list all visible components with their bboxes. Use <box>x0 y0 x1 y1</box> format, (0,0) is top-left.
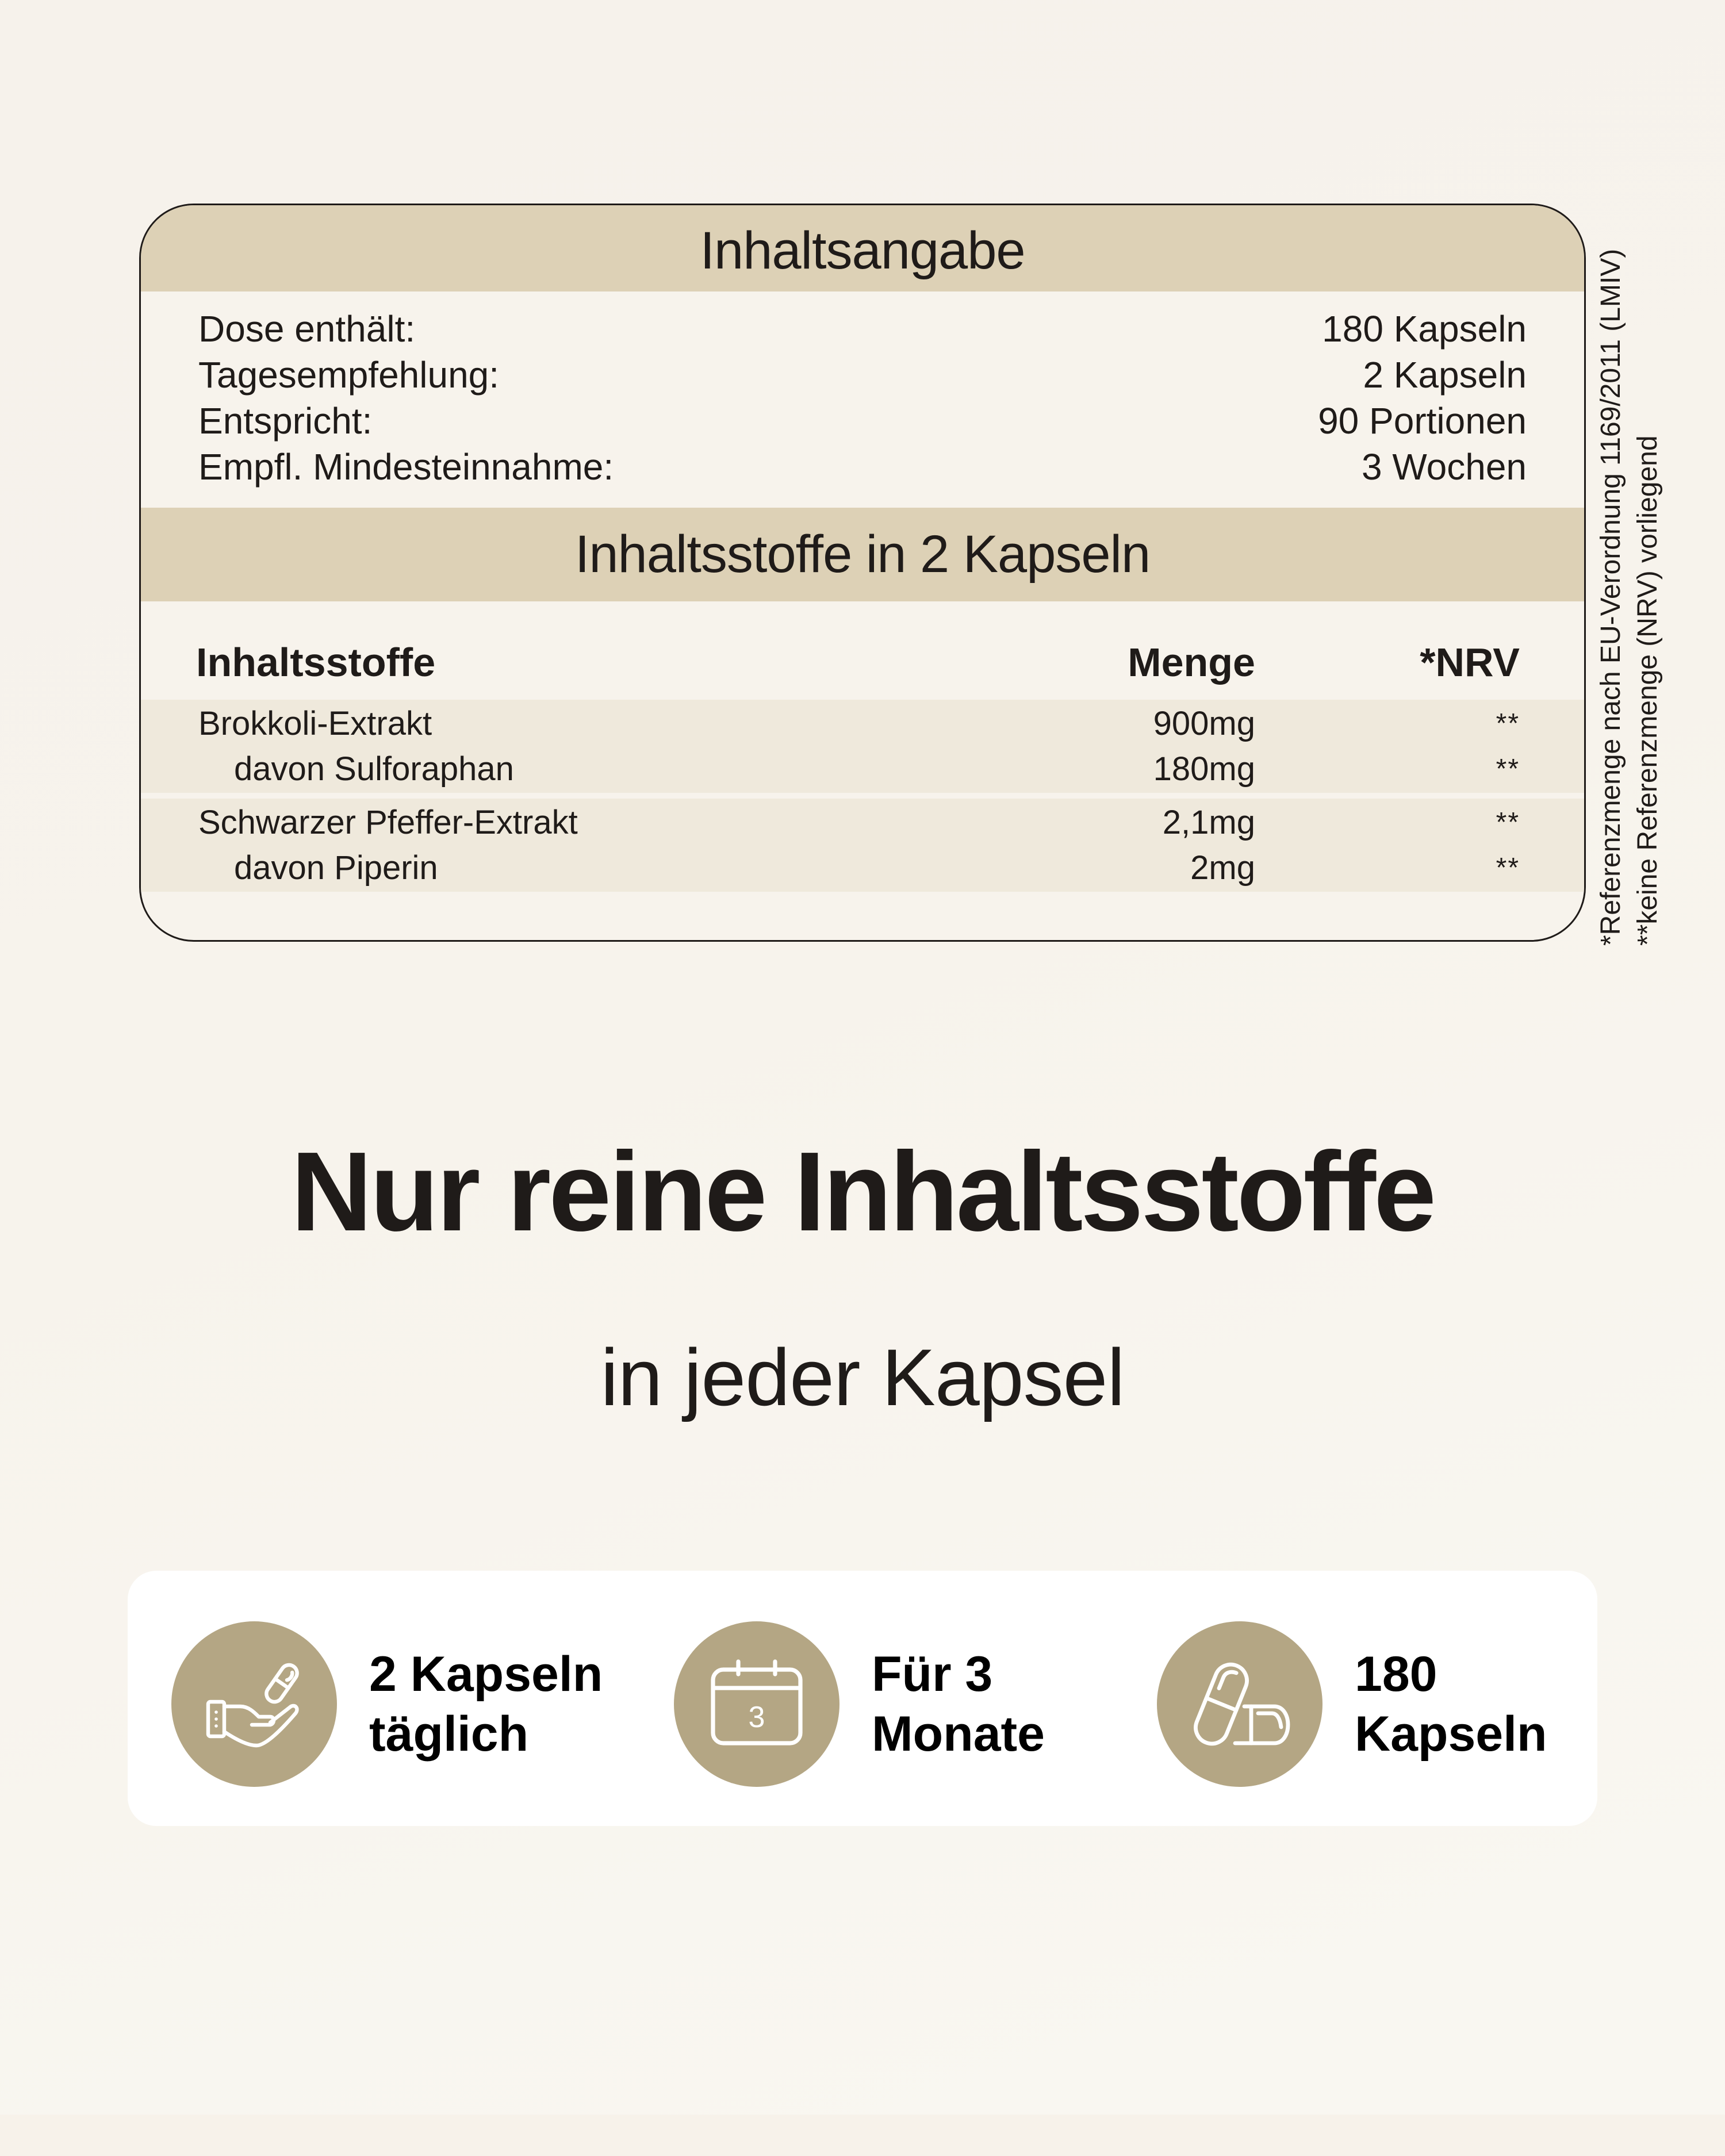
summary-value: 180 Kapseln <box>1322 308 1527 350</box>
row-group: Brokkoli-Extrakt 900mg ** davon Sulforap… <box>141 700 1584 793</box>
header-amount: Menge <box>1128 640 1255 685</box>
summary-value: 2 Kapseln <box>1363 354 1527 396</box>
header-nrv: *NRV <box>1420 640 1520 685</box>
row-group: Schwarzer Pfeffer-Extrakt 2,1mg ** davon… <box>141 799 1584 892</box>
ingredient-nrv: ** <box>1496 807 1520 838</box>
ingredient-nrv: ** <box>1496 754 1520 784</box>
feature-line1: 180 <box>1355 1647 1438 1702</box>
subheadline: in jeder Kapsel <box>600 1332 1125 1422</box>
summary-row: Entspricht: 90 Portionen <box>198 398 1527 444</box>
section-title: Inhaltsstoffe in 2 Kapseln <box>141 508 1584 601</box>
feature-line2: täglich <box>369 1706 529 1762</box>
capsules-icon <box>1157 1621 1322 1787</box>
ingredient-name: Schwarzer Pfeffer-Extrakt <box>198 804 578 841</box>
headline: Nur reine Inhaltsstoffe <box>290 1129 1436 1255</box>
header-ingredients: Inhaltsstoffe <box>196 640 436 685</box>
card-title: Inhaltsangabe <box>141 205 1584 291</box>
feature-line2: Monate <box>872 1706 1045 1762</box>
summary-label: Dose enthält: <box>198 308 416 350</box>
hand-capsule-icon <box>171 1621 337 1787</box>
ingredient-name: davon Piperin <box>234 849 438 887</box>
calendar-number: 3 <box>749 1701 765 1734</box>
bottom-band <box>0 2115 1725 2156</box>
summary-row: Dose enthält: 180 Kapseln <box>198 306 1527 352</box>
summary-value: 90 Portionen <box>1318 400 1527 442</box>
summary-label: Empfl. Mindesteinnahme: <box>198 446 614 488</box>
ingredient-nrv: ** <box>1496 853 1520 883</box>
summary-label: Tagesempfehlung: <box>198 354 500 396</box>
ingredient-amount: 900mg <box>1153 705 1255 742</box>
summary-row: Empfl. Mindesteinnahme: 3 Wochen <box>198 444 1527 490</box>
ingredient-amount: 2mg <box>1190 849 1255 887</box>
calendar-icon: 3 <box>674 1621 839 1787</box>
feature-line2: Kapseln <box>1355 1706 1547 1762</box>
summary-list: Dose enthält: 180 Kapseln Tagesempfehlun… <box>198 306 1527 490</box>
feature-duration: 3 Für 3 Monate <box>674 1621 1045 1787</box>
summary-label: Entspricht: <box>198 400 373 442</box>
footnote-nrv-reference: *Referenzmenge nach EU-Verordnung 1169/2… <box>1596 248 1626 946</box>
nutrition-info-card: Inhaltsangabe Dose enthält: 180 Kapseln … <box>139 204 1586 942</box>
table-header: Inhaltsstoffe Menge *NRV <box>141 625 1584 700</box>
table-row: davon Piperin 2mg ** <box>141 845 1584 891</box>
footnotes: *Referenzmenge nach EU-Verordnung 1169/2… <box>1593 249 1666 946</box>
feature-line1: 2 Kapseln <box>369 1647 603 1702</box>
footnote-no-reference: **keine Referenzmenge (NRV) vorliegend <box>1632 435 1663 946</box>
ingredients-table: Inhaltsstoffe Menge *NRV Brokkoli-Extrak… <box>141 625 1584 897</box>
ingredient-amount: 180mg <box>1153 750 1255 788</box>
feature-capsule-count: 180 Kapseln <box>1157 1621 1547 1787</box>
feature-strip: 2 Kapseln täglich 3 Für 3 Monate <box>128 1571 1597 1826</box>
table-row: Brokkoli-Extrakt 900mg ** <box>141 701 1584 746</box>
table-row: Schwarzer Pfeffer-Extrakt 2,1mg ** <box>141 800 1584 845</box>
feature-label: Für 3 Monate <box>872 1644 1045 1764</box>
feature-daily-dose: 2 Kapseln täglich <box>171 1621 603 1787</box>
ingredient-name: davon Sulforaphan <box>234 750 514 788</box>
ingredient-nrv: ** <box>1496 708 1520 739</box>
feature-label: 2 Kapseln täglich <box>369 1644 603 1764</box>
summary-value: 3 Wochen <box>1362 446 1527 488</box>
ingredient-name: Brokkoli-Extrakt <box>198 705 432 742</box>
feature-label: 180 Kapseln <box>1355 1644 1547 1764</box>
summary-row: Tagesempfehlung: 2 Kapseln <box>198 352 1527 398</box>
feature-line1: Für 3 <box>872 1647 993 1702</box>
ingredient-amount: 2,1mg <box>1162 804 1255 841</box>
table-row: davon Sulforaphan 180mg ** <box>141 746 1584 792</box>
